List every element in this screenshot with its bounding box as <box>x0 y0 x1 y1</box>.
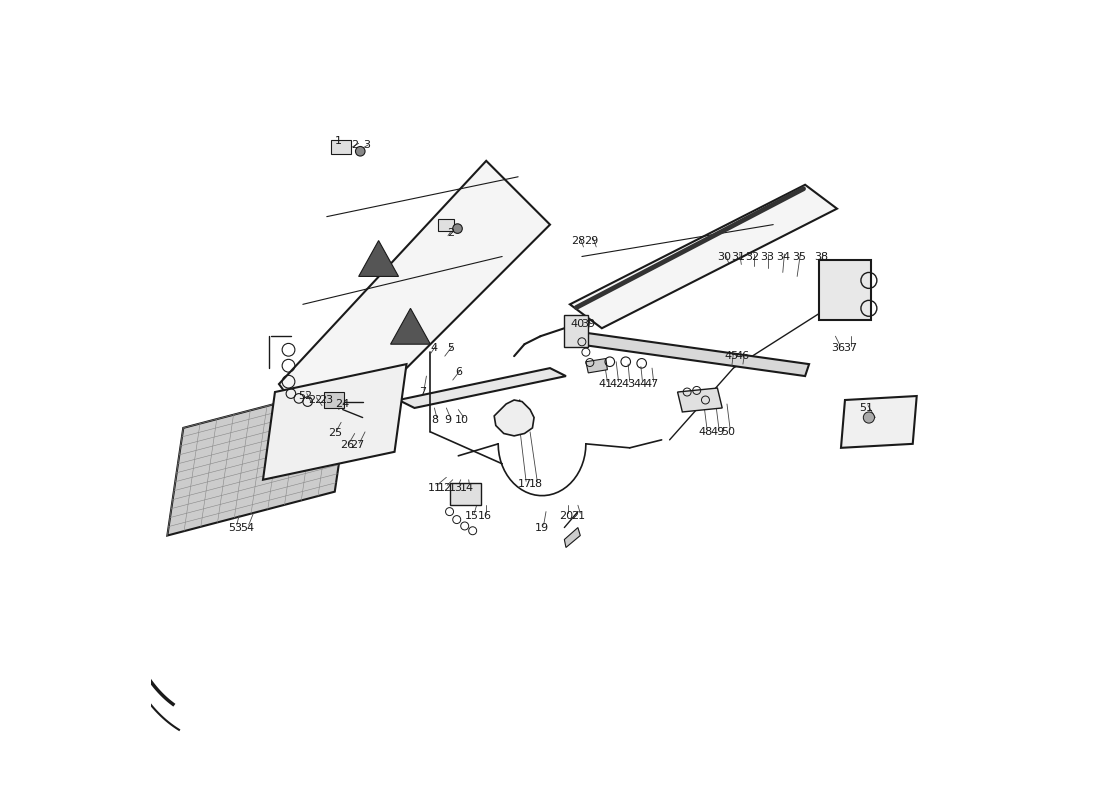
Text: 25: 25 <box>328 429 342 438</box>
Polygon shape <box>586 358 607 373</box>
Polygon shape <box>678 388 723 412</box>
Text: 24: 24 <box>336 399 350 409</box>
Text: 32: 32 <box>746 251 760 262</box>
Text: 28: 28 <box>571 235 585 246</box>
Text: 53: 53 <box>228 522 242 533</box>
Polygon shape <box>578 332 810 376</box>
Text: 10: 10 <box>455 415 470 425</box>
Text: 9: 9 <box>444 415 451 425</box>
Text: 1: 1 <box>336 136 342 146</box>
Polygon shape <box>390 308 430 344</box>
Text: 44: 44 <box>634 379 648 389</box>
Polygon shape <box>263 364 407 480</box>
Text: 35: 35 <box>792 251 805 262</box>
Polygon shape <box>398 368 565 408</box>
Text: 16: 16 <box>477 510 492 521</box>
Text: 6: 6 <box>454 367 462 377</box>
Text: 3: 3 <box>363 140 370 150</box>
Polygon shape <box>167 384 351 535</box>
Text: 21: 21 <box>571 510 585 521</box>
Text: 31: 31 <box>732 251 745 262</box>
Text: 20: 20 <box>559 510 573 521</box>
Circle shape <box>453 224 462 234</box>
Text: 5: 5 <box>447 343 454 353</box>
Circle shape <box>355 146 365 156</box>
Text: 43: 43 <box>621 379 635 389</box>
Text: 51: 51 <box>859 403 873 413</box>
FancyBboxPatch shape <box>331 140 351 154</box>
Text: 12: 12 <box>438 482 452 493</box>
Text: 8: 8 <box>431 415 438 425</box>
FancyBboxPatch shape <box>323 392 343 408</box>
Text: 29: 29 <box>584 235 598 246</box>
FancyBboxPatch shape <box>564 315 589 347</box>
Text: 4: 4 <box>431 343 438 353</box>
Text: 23: 23 <box>319 395 333 405</box>
Polygon shape <box>494 400 535 436</box>
Text: 40: 40 <box>570 319 584 330</box>
Polygon shape <box>570 185 837 328</box>
Text: 22: 22 <box>308 395 322 405</box>
Text: 54: 54 <box>240 522 254 533</box>
Text: 47: 47 <box>645 379 659 389</box>
Text: 33: 33 <box>760 251 773 262</box>
Text: 30: 30 <box>717 251 730 262</box>
Polygon shape <box>842 396 916 448</box>
Text: 39: 39 <box>581 319 595 330</box>
Text: 50: 50 <box>722 427 736 437</box>
Text: 38: 38 <box>814 251 828 262</box>
Text: 2: 2 <box>351 140 359 150</box>
Text: 49: 49 <box>711 427 725 437</box>
Polygon shape <box>279 161 550 448</box>
Text: 52: 52 <box>298 391 312 401</box>
Text: 41: 41 <box>598 379 613 389</box>
Polygon shape <box>359 241 398 277</box>
Text: 2: 2 <box>447 227 454 238</box>
Text: 18: 18 <box>529 478 542 489</box>
Text: 27: 27 <box>350 441 364 450</box>
FancyBboxPatch shape <box>450 483 481 506</box>
Text: 46: 46 <box>736 351 750 361</box>
Text: 11: 11 <box>428 482 441 493</box>
Text: 36: 36 <box>832 343 846 353</box>
Text: 42: 42 <box>609 379 624 389</box>
Text: 45: 45 <box>725 351 739 361</box>
Text: 37: 37 <box>843 343 857 353</box>
Text: 26: 26 <box>340 441 354 450</box>
Text: 14: 14 <box>460 482 474 493</box>
Text: 15: 15 <box>465 510 478 521</box>
Text: 7: 7 <box>419 387 426 397</box>
Polygon shape <box>564 527 581 547</box>
Circle shape <box>864 412 874 423</box>
Text: 19: 19 <box>535 522 549 533</box>
Text: 48: 48 <box>698 427 713 437</box>
FancyBboxPatch shape <box>439 219 454 231</box>
FancyBboxPatch shape <box>820 261 871 320</box>
Text: 17: 17 <box>517 478 531 489</box>
Text: 13: 13 <box>449 482 463 493</box>
Text: 34: 34 <box>776 251 790 262</box>
